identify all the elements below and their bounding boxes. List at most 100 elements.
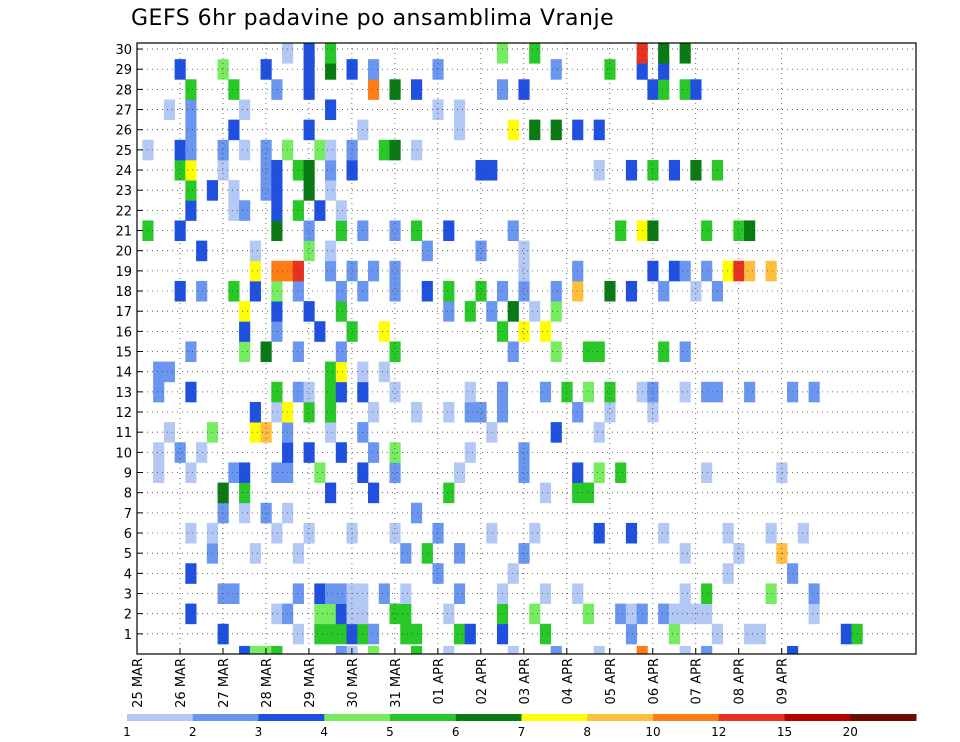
color-legend: 1 2 3 4 5 6 7 8 10 12 15 20 [123, 714, 917, 739]
heatmap-cell [744, 381, 756, 403]
heatmap-cell [701, 645, 713, 655]
heatmap-cell [668, 623, 681, 645]
legend-label: 6 [452, 725, 460, 739]
y-tick-label: 25 [115, 144, 132, 159]
heatmap-cell [303, 301, 315, 322]
heatmap-cell [529, 43, 541, 64]
y-tick-label: 13 [115, 386, 132, 401]
heatmap-cell [239, 482, 251, 504]
heatmap-cell [625, 280, 638, 302]
x-tick-label: 07 APR [690, 658, 705, 704]
heatmap-cell [690, 79, 702, 100]
heatmap-cell [615, 603, 627, 625]
heatmap-cell [701, 603, 713, 625]
heatmap-cell [550, 280, 562, 302]
heatmap-cell [271, 180, 283, 201]
heatmap-cell [400, 583, 412, 604]
heatmap-cell [335, 301, 347, 322]
heatmap-cell [518, 462, 530, 483]
heatmap-cell [400, 623, 412, 645]
heatmap-cell [658, 43, 670, 64]
y-axis: 1234567891011121314151617181920212223242… [115, 43, 143, 643]
x-tick-label: 08 APR [733, 658, 748, 704]
y-tick-label: 14 [115, 366, 132, 381]
heatmap-cell [368, 79, 380, 100]
heatmap-cell [475, 280, 487, 302]
heatmap-cell [658, 603, 670, 625]
heatmap-cell [475, 159, 487, 181]
y-tick-label: 10 [115, 446, 132, 461]
heatmap-cell [453, 623, 466, 645]
heatmap-cell [325, 180, 337, 201]
heatmap-cell [260, 422, 272, 443]
heatmap-cell [174, 59, 186, 80]
heatmap-cell [593, 159, 605, 181]
heatmap-cell [239, 462, 251, 483]
heatmap-cell [185, 119, 197, 141]
heatmap-cell [625, 603, 638, 625]
heatmap-cell [518, 240, 530, 262]
x-tick-label: 29 MAR [303, 658, 318, 708]
x-tick-label: 27 MAR [217, 658, 232, 708]
heatmap-cell [335, 341, 347, 363]
heatmap-cell [325, 43, 337, 64]
legend-label: 10 [645, 725, 660, 739]
x-tick-label: 09 APR [776, 658, 791, 704]
heatmap-cell [185, 139, 197, 161]
heatmap-cell [443, 280, 455, 302]
y-tick-label: 23 [115, 184, 132, 199]
heatmap-cell [679, 260, 691, 282]
y-tick-label: 6 [124, 527, 132, 542]
heatmap-cell [185, 180, 197, 201]
x-tick-label: 06 APR [647, 658, 662, 704]
heatmap-cell [389, 462, 401, 483]
x-tick-label: 01 APR [432, 658, 447, 704]
heatmap-cell [690, 159, 702, 181]
heatmap-cell [217, 623, 229, 645]
heatmap-cell [582, 381, 595, 403]
heatmap-cell [185, 381, 197, 403]
heatmap-cell [271, 159, 283, 181]
heatmap-cell [292, 623, 304, 645]
heatmap-cell [303, 180, 315, 201]
heatmap-cell [410, 623, 423, 645]
heatmap-cell [529, 301, 541, 322]
heatmap-cell [679, 583, 691, 604]
heatmap-cell [701, 260, 713, 282]
x-tick-label: 28 MAR [260, 658, 275, 708]
heatmap-cell [410, 645, 423, 655]
heatmap-cell [507, 341, 519, 363]
heatmap-cell [744, 623, 756, 645]
heatmap-cell [410, 401, 423, 423]
legend-swatch [587, 714, 654, 721]
legend-swatch [653, 714, 720, 721]
heatmap-cell [464, 381, 476, 403]
heatmap-cell [185, 462, 197, 483]
heatmap-cell [615, 462, 627, 483]
heatmap-cell [604, 280, 616, 302]
heatmap-cell [217, 482, 229, 504]
heatmap-cell [389, 220, 401, 242]
heatmap-cell [271, 200, 283, 221]
heatmap-cell [550, 301, 562, 322]
legend-label: 12 [711, 725, 726, 739]
heatmap-cell [260, 139, 272, 161]
heatmap-cell [529, 603, 541, 625]
heatmap-cell [486, 159, 498, 181]
legend-label: 20 [843, 725, 858, 739]
heatmap-cell [389, 341, 401, 363]
heatmap-cell [185, 522, 197, 544]
heatmap-cell [507, 220, 519, 242]
heatmap-cell [636, 645, 648, 655]
y-tick-label: 1 [124, 628, 132, 643]
heatmap-cell [389, 139, 401, 161]
legend-label: 1 [123, 725, 131, 739]
y-tick-label: 15 [115, 346, 132, 361]
heatmap-cell [303, 381, 315, 403]
heatmap-cell [271, 79, 283, 100]
heatmap-cell [378, 361, 390, 383]
y-tick-label: 2 [124, 608, 132, 623]
heatmap-cell [625, 623, 638, 645]
heatmap-cell [239, 99, 251, 121]
heatmap-cell [593, 119, 605, 141]
